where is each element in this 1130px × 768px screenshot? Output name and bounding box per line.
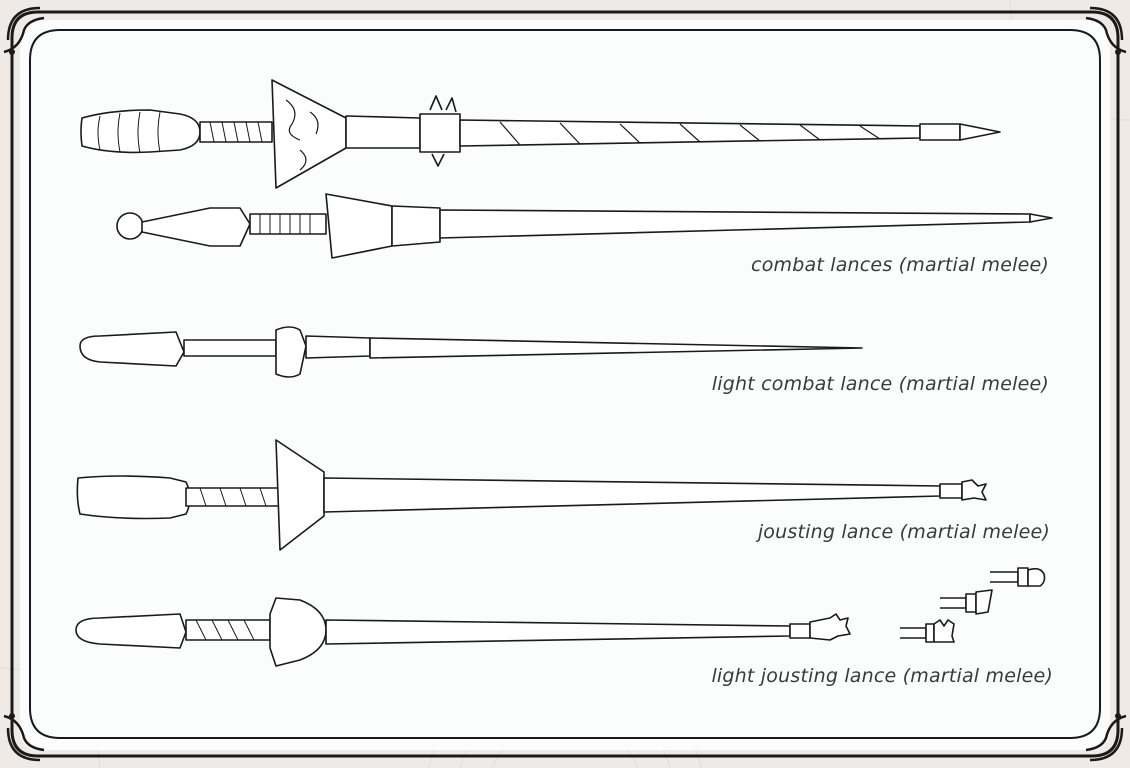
caption-combat-lances: combat lances (martial melee) xyxy=(751,254,1049,276)
combat-lance-ball-pommel xyxy=(116,193,1053,259)
light-jousting-lance xyxy=(75,597,851,667)
caption-light-jousting-lance: light jousting lance (martial melee) xyxy=(711,665,1053,687)
light-combat-lance xyxy=(79,326,863,378)
caption-jousting-lance: jousting lance (martial melee) xyxy=(757,521,1050,543)
caption-light-combat-lance: light combat lance (martial melee) xyxy=(711,373,1049,395)
jousting-lance xyxy=(76,439,987,551)
combat-lance-ornate xyxy=(80,79,1001,189)
frame-border xyxy=(10,10,1120,758)
coronel-tip-variants xyxy=(900,567,1046,643)
